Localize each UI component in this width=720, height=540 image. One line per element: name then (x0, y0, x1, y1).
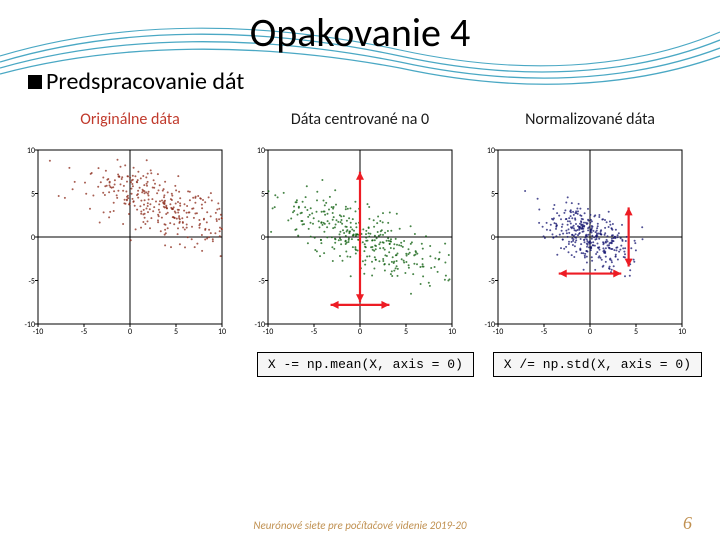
svg-text:0: 0 (358, 327, 362, 337)
subtitle-text: Predspracovanie dát (46, 67, 244, 96)
svg-text:5: 5 (404, 327, 408, 337)
scatter-1: -10-10-5-500551010 (248, 132, 472, 342)
code-mean: X -= np.mean(X, axis = 0) (257, 352, 474, 377)
chart-normalized: Normalizované dáta -10-10-5-500551010 (478, 110, 702, 342)
scatter-2: -10-10-5-500551010 (478, 132, 702, 342)
svg-text:10: 10 (257, 146, 265, 156)
svg-text:0: 0 (261, 233, 265, 243)
svg-text:-10: -10 (24, 320, 35, 330)
svg-text:10: 10 (487, 146, 495, 156)
svg-text:-5: -5 (488, 277, 495, 287)
svg-text:5: 5 (261, 190, 265, 200)
chart-original: Originálne dáta -10-10-5-500551010 (18, 110, 242, 342)
svg-text:10: 10 (448, 327, 456, 337)
slide-title: Opakovanie 4 (0, 0, 720, 57)
chart-label-2: Normalizované dáta (525, 110, 655, 129)
svg-text:5: 5 (31, 190, 35, 200)
footer: Neurónové siete pre počítačové videnie 2… (0, 519, 720, 532)
svg-text:0: 0 (128, 327, 132, 337)
svg-text:-5: -5 (28, 277, 35, 287)
svg-text:10: 10 (218, 327, 226, 337)
svg-text:10: 10 (678, 327, 686, 337)
svg-text:5: 5 (174, 327, 178, 337)
footer-text: Neurónové siete pre počítačové videnie 2… (253, 519, 466, 532)
page-number: 6 (683, 513, 692, 534)
svg-text:10: 10 (27, 146, 35, 156)
svg-text:-5: -5 (81, 327, 88, 337)
svg-text:0: 0 (588, 327, 592, 337)
svg-text:-5: -5 (541, 327, 548, 337)
svg-text:-5: -5 (311, 327, 318, 337)
svg-text:5: 5 (491, 190, 495, 200)
svg-text:5: 5 (634, 327, 638, 337)
charts-row: Originálne dáta -10 -10 -5 -5 0 0 5 5 10 10 Dáta … (0, 96, 720, 342)
chart-centered: Dáta centrované na 0 -10-10-5-500551010 (248, 110, 472, 342)
svg-text:-5: -5 (258, 277, 265, 287)
code-std: X /= np.std(X, axis = 0) (493, 352, 702, 377)
code-row: X -= np.mean(X, axis = 0) X /= np.std(X,… (0, 342, 720, 377)
subtitle-row: Predspracovanie dát (0, 57, 720, 96)
svg-text:0: 0 (31, 233, 35, 243)
chart-label-0: Originálne dáta (80, 110, 180, 129)
chart-label-1: Dáta centrované na 0 (291, 110, 429, 129)
code-spacer (18, 352, 238, 377)
bullet-icon (28, 75, 42, 89)
svg-text:-10: -10 (484, 320, 495, 330)
svg-text:-10: -10 (254, 320, 265, 330)
scatter-0: -10-10-5-500551010 (18, 132, 242, 342)
svg-text:0: 0 (491, 233, 495, 243)
